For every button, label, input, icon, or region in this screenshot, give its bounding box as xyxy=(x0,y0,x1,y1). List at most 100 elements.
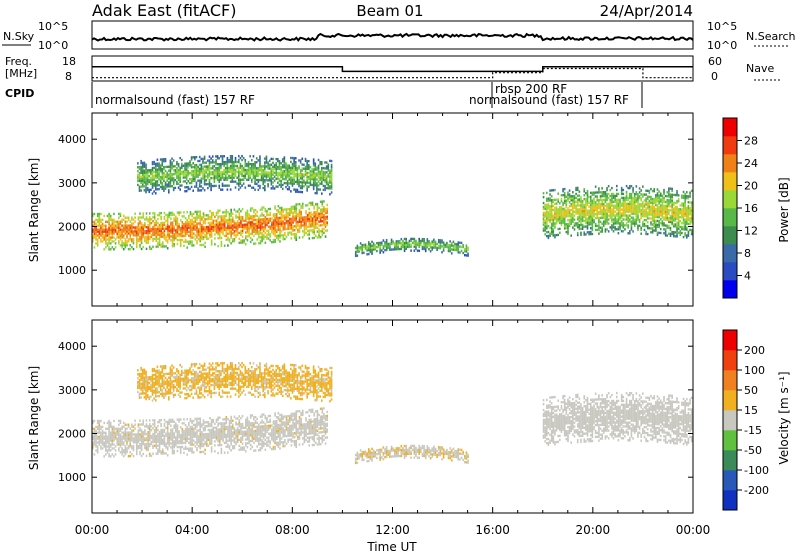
power-echo-cell xyxy=(281,160,284,163)
power-echo-cell xyxy=(211,171,214,174)
power-echo-cell xyxy=(96,240,99,243)
power-echo-cell xyxy=(620,214,623,217)
power-echo-cell xyxy=(166,219,169,222)
power-echo-cell xyxy=(305,212,307,215)
power-echo-cell xyxy=(212,213,215,217)
velocity-echo-cell xyxy=(98,425,101,429)
power-echo-cell xyxy=(147,237,149,241)
power-echo-cell xyxy=(189,162,191,165)
power-echo-cell xyxy=(676,205,678,209)
power-echo-cell xyxy=(354,246,357,250)
power-echo-cell xyxy=(205,165,208,168)
power-echo-cell xyxy=(572,204,574,208)
power-echo-cell xyxy=(220,244,223,248)
power-echo-cell xyxy=(581,205,584,209)
power-echo-cell xyxy=(163,177,165,181)
power-echo-cell xyxy=(326,203,328,207)
power-echo-cell xyxy=(643,205,646,208)
power-echo-cell xyxy=(580,211,582,215)
power-echo-cell xyxy=(293,234,296,238)
power-echo-cell xyxy=(288,217,291,221)
power-echo-cell xyxy=(258,236,260,239)
power-echo-cell xyxy=(230,222,232,225)
power-echo-cell xyxy=(207,186,209,190)
power-echo-cell xyxy=(635,218,638,221)
power-echo-cell xyxy=(280,208,283,212)
power-echo-cell xyxy=(161,164,164,167)
power-echo-cell xyxy=(173,217,175,220)
power-echo-cell xyxy=(199,212,202,215)
power-echo-cell xyxy=(96,230,99,233)
power-echo-cell xyxy=(241,241,244,244)
power-echo-cell xyxy=(306,217,309,221)
power-echo-cell xyxy=(95,222,97,226)
velocity-echo-cell xyxy=(100,433,102,436)
power-echo-cell xyxy=(158,211,161,215)
power-echo-cell xyxy=(658,200,660,203)
power-echo-cell xyxy=(221,172,224,176)
power-echo-cell xyxy=(127,228,130,231)
power-echo-cell xyxy=(596,207,599,210)
power-echo-cell xyxy=(324,217,327,221)
power-echo-cell xyxy=(230,230,232,233)
power-echo-cell xyxy=(567,213,569,216)
power-echo-cell xyxy=(559,231,561,234)
power-echo-cell xyxy=(588,205,590,208)
power-echo-cell xyxy=(651,199,654,203)
power-echo-cell xyxy=(376,249,378,253)
power-echo-cell xyxy=(229,158,232,162)
power-echo-cell xyxy=(135,230,138,233)
power-echo-cell xyxy=(542,201,545,205)
power-echo-cell xyxy=(259,169,261,172)
power-echo-cell xyxy=(272,169,274,172)
power-echo-cell xyxy=(129,228,132,231)
power-echo-cell xyxy=(585,233,587,236)
power-echo-cell xyxy=(329,177,331,180)
power-echo-cell xyxy=(625,184,628,188)
power-echo-cell xyxy=(661,224,664,227)
power-echo-cell xyxy=(235,230,237,233)
power-echo-cell xyxy=(261,233,263,237)
power-echo-cell xyxy=(324,167,326,170)
power-echo-cell xyxy=(630,220,633,223)
power-echo-cell xyxy=(666,195,669,198)
power-echo-cell xyxy=(303,185,305,188)
velocity-echo-cell xyxy=(111,433,114,436)
power-echo-cell xyxy=(118,220,120,223)
power-echo-cell xyxy=(147,231,149,235)
power-echo-cell xyxy=(93,246,96,249)
power-echo-cell xyxy=(118,234,120,237)
power-echo-cell xyxy=(286,164,289,167)
power-echo-cell xyxy=(175,215,177,218)
power-echo-cell xyxy=(249,232,252,236)
power-echo-cell xyxy=(95,228,97,231)
power-echo-cell xyxy=(635,212,638,216)
power-echo-cell xyxy=(671,193,673,196)
power-echo-cell xyxy=(221,160,224,164)
power-echo-cell xyxy=(275,234,278,238)
power-echo-cell xyxy=(260,171,263,174)
power-echo-cell xyxy=(271,229,273,232)
power-echo-cell xyxy=(560,213,563,217)
power-echo-cell xyxy=(226,158,229,162)
power-echo-cell xyxy=(287,221,289,225)
power-echo-cell xyxy=(602,216,605,219)
power-echo-cell xyxy=(220,155,222,158)
power-echo-cell xyxy=(172,182,175,186)
power-echo-cell xyxy=(240,223,242,227)
power-echo-cell xyxy=(194,216,197,219)
power-echo-cell xyxy=(387,242,390,246)
power-echo-cell xyxy=(298,226,301,229)
power-echo-cell xyxy=(118,212,120,216)
power-echo-cell xyxy=(178,223,180,226)
power-echo-cell xyxy=(186,222,189,226)
power-echo-cell xyxy=(301,216,304,219)
power-echo-cell xyxy=(614,204,616,207)
power-echo-cell xyxy=(141,161,144,165)
power-echo-cell xyxy=(98,230,101,233)
power-echo-cell xyxy=(177,172,180,176)
velocity-echo-cell xyxy=(111,443,114,446)
power-echo-cell xyxy=(141,171,144,174)
power-echo-cell xyxy=(658,194,660,197)
power-echo-cell xyxy=(567,222,569,226)
